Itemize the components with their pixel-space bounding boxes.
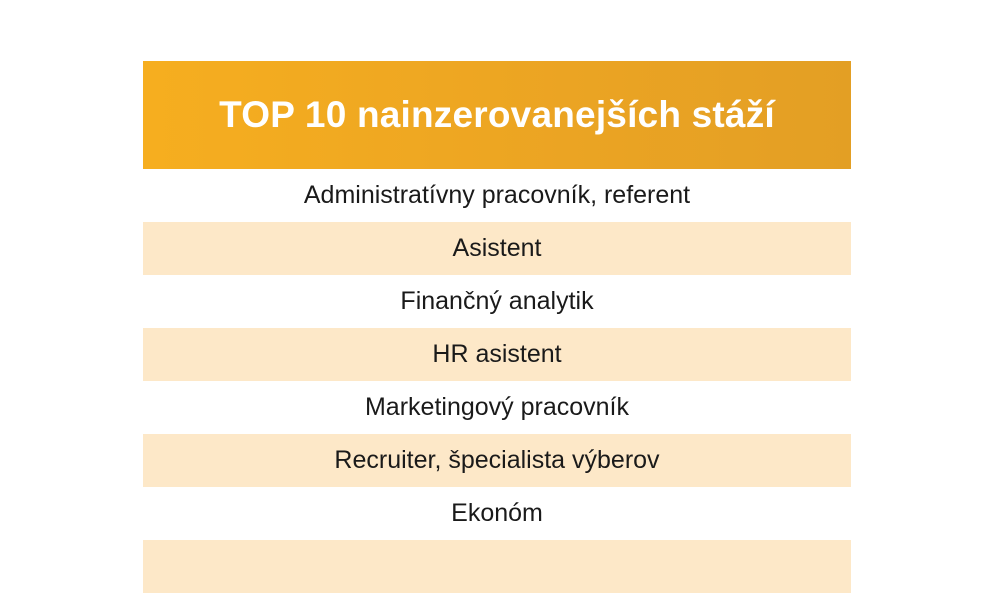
table-row: Asistent [143,222,851,275]
row-label: Finančný analytik [400,287,594,315]
internship-ranking-table: TOP 10 nainzerovanejších stáží Administr… [143,61,851,593]
table-title: TOP 10 nainzerovanejších stáží [219,94,775,135]
table-row [143,540,851,593]
table-header: TOP 10 nainzerovanejších stáží [143,61,851,169]
table-row: Finančný analytik [143,275,851,328]
row-label: Ekonóm [451,499,543,527]
table-row: Marketingový pracovník [143,381,851,434]
row-label: Recruiter, špecialista výberov [334,446,660,474]
row-label: HR asistent [432,340,562,368]
table-row: Administratívny pracovník, referent [143,169,851,222]
table-row: HR asistent [143,328,851,381]
table-row: Ekonóm [143,487,851,540]
row-label: Marketingový pracovník [364,393,629,421]
row-label: Administratívny pracovník, referent [303,181,691,209]
table-row: Recruiter, špecialista výberov [143,434,851,487]
row-label: Asistent [452,234,542,262]
